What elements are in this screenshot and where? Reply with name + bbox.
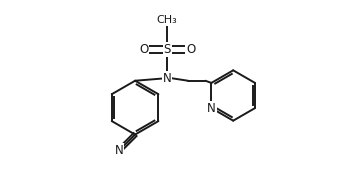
Text: O: O: [139, 43, 149, 56]
Text: O: O: [186, 43, 195, 56]
Text: S: S: [164, 43, 171, 56]
Text: N: N: [207, 102, 216, 115]
Text: N: N: [115, 144, 123, 157]
Text: CH₃: CH₃: [157, 15, 177, 25]
Text: N: N: [163, 72, 172, 85]
